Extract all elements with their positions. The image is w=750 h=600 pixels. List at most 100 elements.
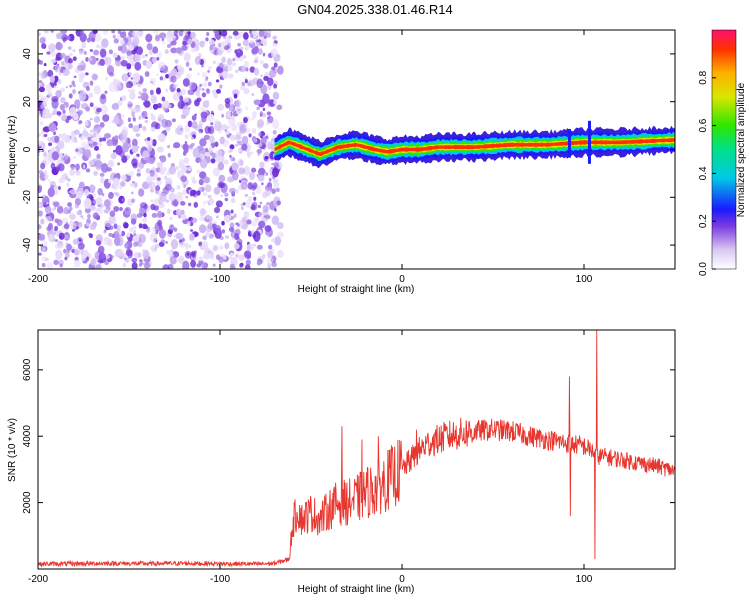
spectrogram-noise-speckle [38,185,43,192]
spectrogram-noise-speckle [53,201,60,207]
spectrogram-noise-speckle [273,100,278,105]
spectrogram-noise-speckle [229,252,234,257]
spectrogram-noise-speckle [73,136,78,142]
spectrogram-y-tick-label: 20 [22,96,33,108]
spectrogram-noise-speckle [243,88,250,95]
spectrogram-noise-speckle [76,210,81,216]
spectrogram-noise-speckle [94,130,98,134]
spectrogram-noise-speckle [235,189,239,194]
spectrogram-noise-speckle [40,162,46,170]
spectrogram-noise-speckle [167,152,171,158]
spectrogram-noise-speckle [61,34,69,42]
spectrogram-noise-speckle [182,189,187,196]
spectrogram-noise-speckle [75,69,80,74]
spectrogram-noise-speckle [132,181,138,189]
spectrogram-noise-speckle [98,203,104,209]
spectrogram-y-tick-label: 40 [22,48,33,60]
spectrogram-noise-speckle [264,32,272,38]
spectrogram-noise-speckle [243,116,248,124]
spectrogram-noise-speckle [219,136,225,145]
spectrogram-noise-speckle [99,177,105,184]
spectrogram-noise-speckle [58,186,61,190]
spectrogram-noise-speckle [175,191,184,203]
spectrogram-noise-speckle [80,60,85,66]
spectrogram-noise-speckle [89,205,96,211]
spectrogram-noise-speckle [67,202,72,208]
spectrogram-noise-speckle [227,176,235,183]
spectrogram-noise-speckle [111,30,116,34]
spectrogram-noise-speckle [73,249,80,256]
spectrogram-noise-speckle [193,201,199,208]
spectrogram-noise-speckle [164,183,172,191]
spectrogram-noise-speckle [230,197,236,204]
spectrogram-noise-speckle [182,260,190,269]
spectrogram-noise-speckle [100,104,108,115]
spectrogram-noise-speckle [135,133,141,137]
spectrogram-noise-speckle [73,84,76,88]
spectrogram-noise-speckle [276,200,281,206]
spectrogram-noise-speckle [94,33,102,42]
spectrogram-noise-speckle [92,193,97,198]
spectrogram-noise-speckle [46,202,49,205]
spectrogram-noise-speckle [262,113,267,118]
spectrogram-noise-speckle [140,92,149,101]
spectrogram-noise-speckle [170,75,177,83]
spectrogram-noise-speckle [168,224,175,232]
spectrogram-noise-speckle [157,146,164,153]
spectrogram-noise-speckle [40,218,45,225]
spectrogram-noise-speckle [115,192,120,197]
spectrogram-noise-speckle [177,196,180,199]
spectrogram-noise-speckle [38,86,45,93]
spectrogram-noise-speckle [243,32,249,41]
spectrogram-noise-speckle [206,32,210,37]
spectrogram-noise-speckle [274,208,277,212]
spectrogram-noise-speckle [271,162,275,166]
spectrogram-noise-speckle [272,130,277,135]
spectrogram-noise-speckle [119,207,123,211]
spectrogram-noise-speckle [68,46,72,51]
spectrogram-noise-speckle [84,207,91,214]
spectrogram-noise-speckle [98,126,103,131]
spectrogram-noise-speckle [46,51,51,55]
spectrogram-noise-speckle [271,188,277,195]
spectrogram-noise-speckle [128,44,135,51]
spectrogram-noise-speckle [273,178,278,184]
spectrogram-noise-speckle [87,213,91,219]
spectrogram-noise-speckle [264,225,272,232]
spectrogram-noise-speckle [232,157,236,162]
spectrogram-noise-speckle [100,93,106,100]
spectrogram-noise-speckle [254,216,260,221]
spectrogram-noise-speckle [212,263,216,267]
spectrogram-noise-speckle [156,212,163,218]
spectrogram-noise-speckle [78,120,83,124]
spectrogram-noise-speckle [126,232,131,238]
spectrogram-noise-speckle [48,234,54,243]
spectrogram-noise-speckle [161,96,166,102]
spectrogram-noise-speckle [80,254,86,262]
spectrogram-noise-speckle [68,58,73,64]
spectrogram-noise-speckle [170,47,178,54]
spectrogram-noise-speckle [253,99,261,106]
spectrogram-noise-speckle [229,148,233,153]
spectrogram-noise-speckle [250,167,257,173]
spectrogram-noise-speckle [45,205,52,215]
spectrogram-noise-speckle [122,262,127,268]
spectrogram-noise-speckle [72,48,76,53]
spectrogram-noise-speckle [168,104,172,108]
spectrogram-noise-speckle [148,49,154,56]
spectrogram-noise-speckle [145,60,153,69]
spectrogram-noise-speckle [238,167,246,175]
spectrogram-noise-speckle [167,44,172,48]
spectrogram-noise-speckle [104,260,109,265]
spectrogram-noise-speckle [42,239,48,247]
spectrogram-noise-speckle [167,144,171,149]
spectrogram-noise-speckle [253,67,260,76]
spectrogram-noise-speckle [51,151,60,161]
spectrogram-noise-speckle [145,175,153,185]
spectrogram-noise-speckle [241,135,249,145]
spectrogram-noise-speckle [120,44,127,54]
spectrogram-noise-speckle [89,184,96,192]
spectrogram-noise-speckle [173,30,178,37]
spectrogram-noise-speckle [127,100,132,105]
